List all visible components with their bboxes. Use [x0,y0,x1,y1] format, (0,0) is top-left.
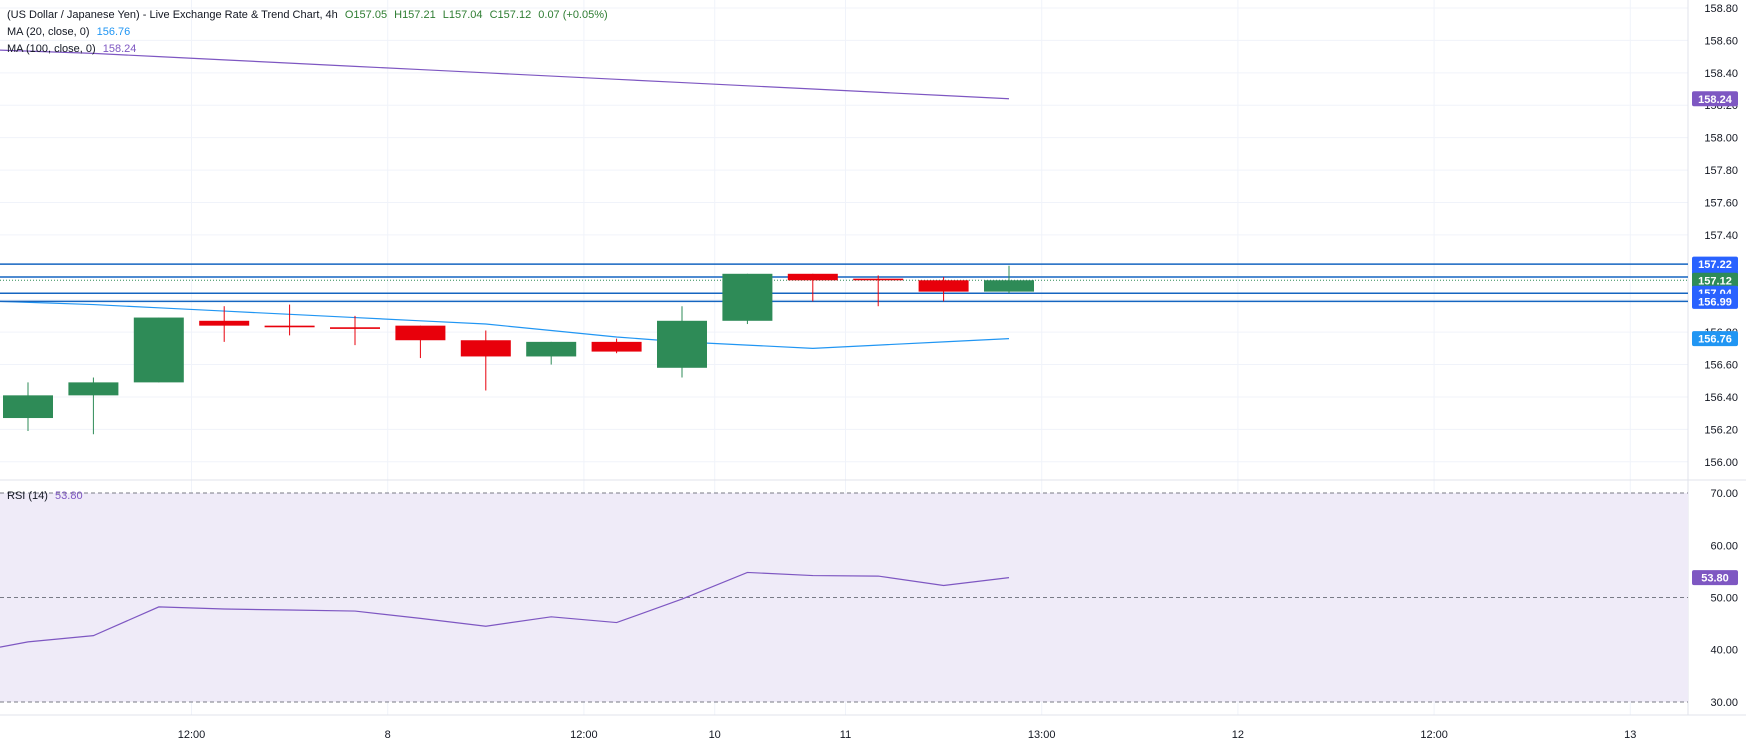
price-axis-badge [1692,256,1738,272]
ma100-line [0,49,1010,100]
ma20-line [0,300,1010,349]
ma20-value: 156.76 [96,26,131,38]
time-tick-label: 8 [385,729,391,741]
price-tick-label: 156.20 [1704,424,1738,436]
price-tick-label: 158.00 [1704,133,1738,145]
ma20-label: MA (20, close, 0) [7,26,90,38]
open-value: O157.05 [344,9,388,21]
candle-body [787,273,838,281]
ma100-label: MA (100, close, 0) [7,43,96,55]
ma100-value: 158.24 [102,43,137,55]
ma100-legend[interactable]: MA (100, close, 0) 158.24 [7,42,140,56]
price-tick-label: 158.60 [1704,35,1738,47]
price-tick-label: 158.80 [1704,3,1738,15]
change-value: 0.07 (+0.05%) [538,9,608,21]
time-tick-label: 12:00 [570,729,598,741]
price-tick-label: 157.40 [1704,230,1738,242]
rsi-axis-badge-label: 53.80 [1701,573,1729,585]
candle-body [395,325,446,341]
time-tick-label: 11 [840,729,851,741]
time-tick-label: 12:00 [178,729,206,741]
rsi-tick-label: 50.00 [1710,593,1738,605]
candle-body [591,341,642,352]
rsi-line [0,571,1010,648]
price-tick-label: 158.40 [1704,68,1738,80]
price-tick-label: 156.40 [1704,392,1738,404]
rsi-tick-label: 40.00 [1710,645,1738,657]
rsi-tick-label: 30.00 [1710,697,1738,709]
low-value: L157.04 [442,9,483,21]
rsi-value: 53.80 [55,490,83,502]
price-axis-badge [1692,272,1738,288]
rsi-tick-label: 70.00 [1710,488,1738,500]
candle-body [722,273,773,321]
price-axis-badge [1692,331,1738,347]
price-axis-badge [1692,293,1738,309]
time-tick-label: 12 [1232,729,1244,741]
candle-body [460,340,511,357]
rsi-legend[interactable]: RSI (14) 53.80 [7,489,87,503]
price-tick-label: 157.60 [1704,197,1738,209]
time-tick-label: 13 [1624,729,1636,741]
rsi-axis-badge [1692,570,1738,586]
price-axis-badge-label: 157.12 [1698,275,1732,287]
price-axis-badge-label: 156.99 [1698,296,1732,308]
candle-body [526,341,577,357]
rsi-tick-label: 60.00 [1710,540,1738,552]
price-axis-badge-label: 157.22 [1698,259,1732,271]
candle-body [657,320,707,368]
price-axis-badge-label: 156.76 [1698,334,1732,346]
candle-body [330,327,380,329]
high-value: H157.21 [394,9,436,21]
time-tick-label: 12:00 [1420,729,1448,741]
candle-body [918,280,969,292]
candle-body [68,382,119,396]
candle-body [3,395,53,419]
price-tick-label: 157.80 [1704,165,1738,177]
price-tick-label: 156.00 [1704,457,1738,469]
ma20-legend[interactable]: MA (20, close, 0) 156.76 [7,25,134,39]
symbol-legend: (US Dollar / Japanese Yen) - Live Exchan… [7,8,612,22]
price-axis-badge-label: 158.24 [1698,94,1733,106]
symbol-title: (US Dollar / Japanese Yen) - Live Exchan… [7,9,338,21]
candle-body [984,280,1034,292]
price-axis-badge [1692,91,1738,107]
candle-body [133,317,184,383]
close-value: C157.12 [489,9,532,21]
candle-body [853,278,904,281]
candle-body [199,320,250,326]
price-tick-label: 156.60 [1704,360,1738,372]
rsi-label: RSI (14) [7,490,48,502]
candle-body [264,325,315,328]
time-tick-label: 13:00 [1028,729,1056,741]
time-tick-label: 10 [709,729,721,741]
